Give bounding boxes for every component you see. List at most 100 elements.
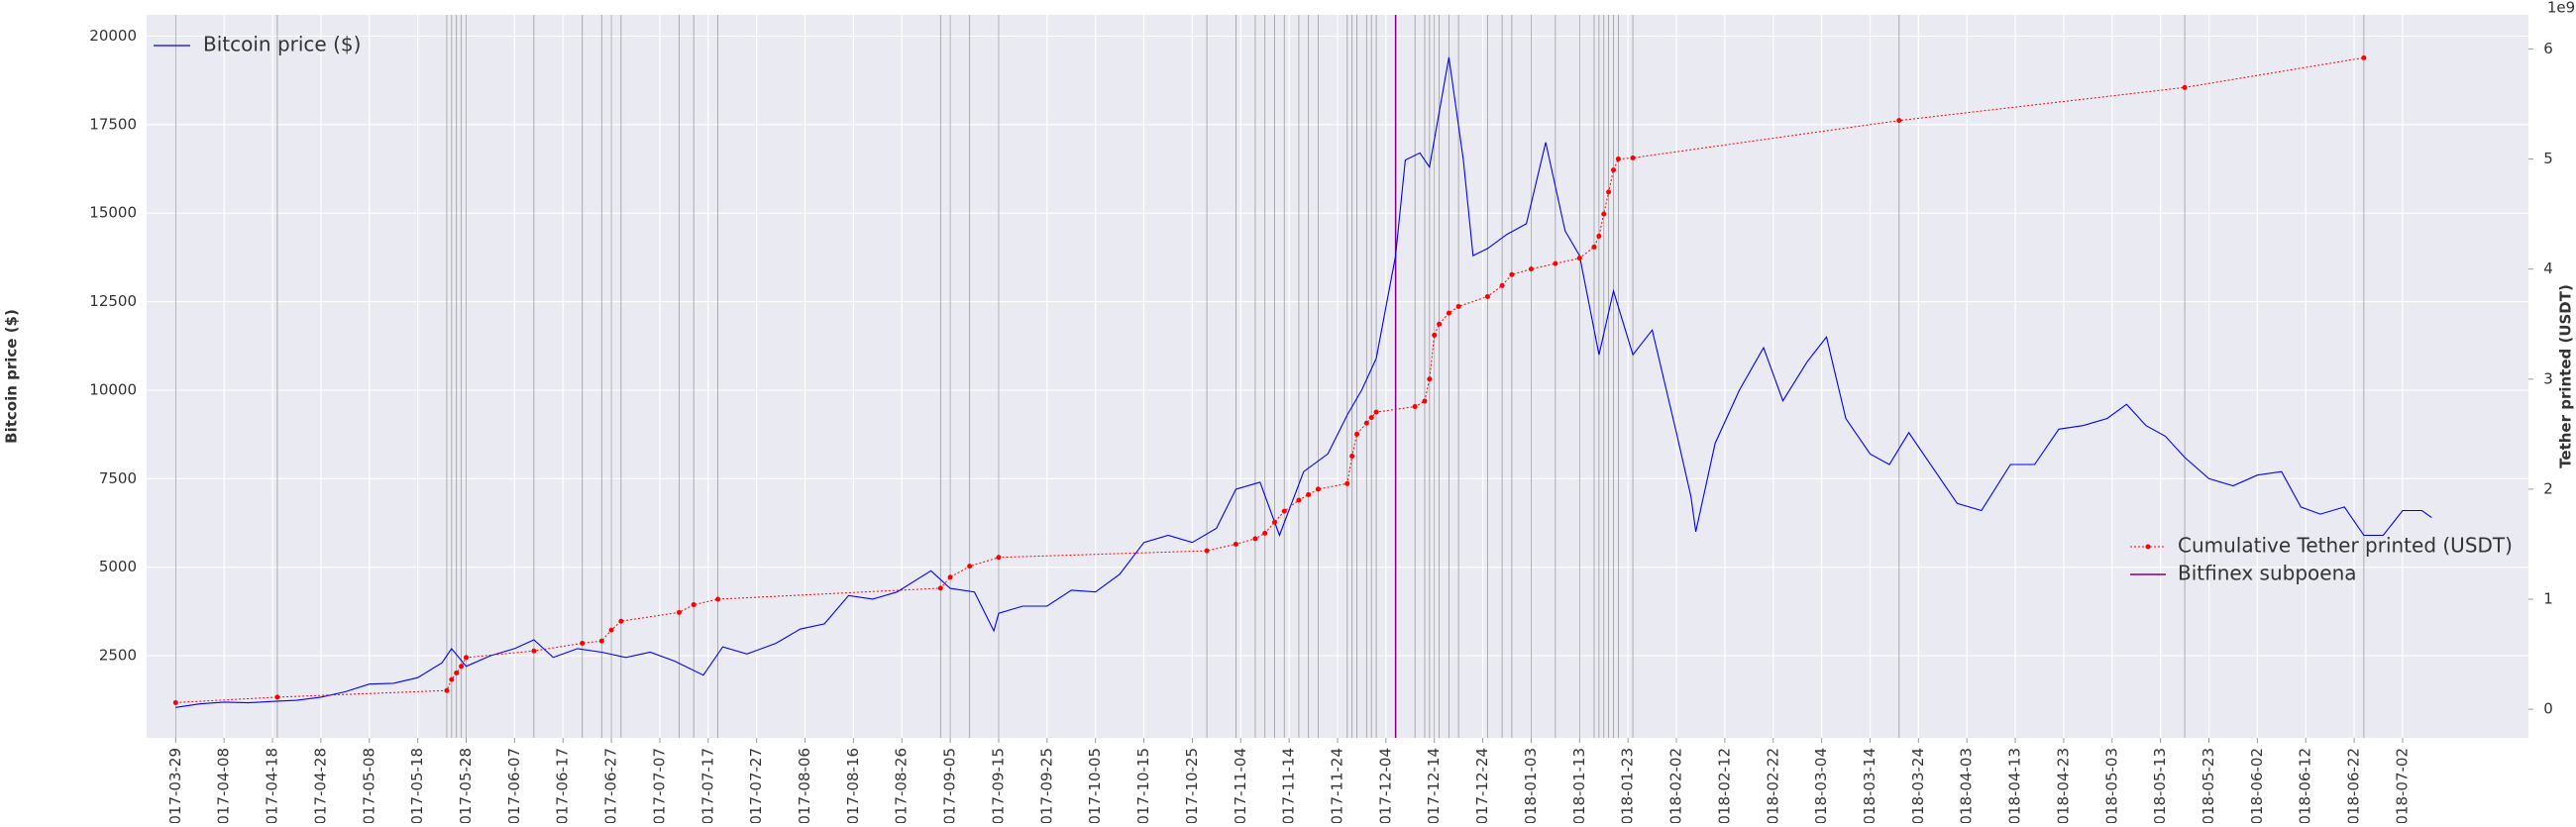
x-tick-label: 2017-12-14 (1425, 748, 1443, 823)
x-tick-label: 2018-05-13 (2151, 748, 2169, 823)
x-tick-label: 2017-08-16 (844, 748, 862, 823)
series-marker (1349, 454, 1355, 460)
series-marker (715, 596, 721, 602)
series-marker (1306, 491, 1312, 497)
series-marker (1412, 404, 1418, 410)
x-tick-label: 2018-02-02 (1667, 748, 1685, 823)
series-marker (1271, 519, 1277, 525)
series-marker (1499, 282, 1505, 288)
y2-tick-label: 6 (2543, 40, 2553, 57)
x-tick-label: 2018-04-23 (2054, 748, 2072, 823)
legend-swatch (2145, 544, 2151, 550)
x-tick-label: 2017-09-05 (941, 748, 959, 823)
x-tick-label: 2017-12-24 (1473, 748, 1491, 823)
x-tick-label: 2018-03-24 (1909, 748, 1927, 823)
x-tick-label: 2018-07-02 (2393, 748, 2411, 823)
y-tick-label: 20000 (89, 27, 137, 45)
series-marker (1528, 266, 1534, 272)
legend-label: Bitfinex subpoena (2178, 562, 2357, 585)
series-marker (1315, 486, 1321, 492)
x-tick-label: 2018-01-13 (1570, 748, 1588, 823)
y2-tick-label: 0 (2543, 700, 2553, 718)
series-marker (1596, 233, 1602, 239)
y2-axis-label: Tether printed (USDT) (2557, 284, 2575, 468)
series-marker (1553, 260, 1558, 266)
series-marker (274, 694, 280, 700)
x-tick-label: 2017-03-29 (166, 748, 184, 823)
series-marker (947, 574, 953, 580)
x-tick-label: 2017-04-08 (215, 748, 233, 823)
series-marker (1446, 310, 1451, 316)
y-tick-label: 17500 (89, 115, 137, 133)
series-marker (1455, 303, 1461, 309)
series-marker (1373, 409, 1379, 415)
y-tick-label: 5000 (99, 558, 137, 575)
x-tick-label: 2017-11-04 (1232, 748, 1249, 823)
x-tick-label: 2018-01-23 (1619, 748, 1637, 823)
x-tick-label: 2017-10-25 (1183, 748, 1201, 823)
x-tick-label: 2018-03-04 (1812, 748, 1830, 823)
series-marker (967, 564, 973, 569)
x-tick-label: 2017-07-07 (650, 748, 668, 823)
y-axis-label: Bitcoin price ($) (3, 309, 21, 444)
y-tick-label: 12500 (89, 292, 137, 310)
x-tick-label: 2017-06-27 (602, 748, 620, 823)
y2-offset-label: 1e9 (2547, 0, 2575, 17)
x-tick-label: 2018-06-22 (2345, 748, 2363, 823)
series-marker (1204, 548, 1210, 554)
y-tick-label: 7500 (99, 469, 137, 487)
series-marker (531, 648, 537, 654)
x-tick-label: 2017-04-18 (264, 748, 281, 823)
series-marker (2361, 54, 2367, 60)
series-marker (1484, 293, 1490, 299)
series-marker (996, 555, 1002, 561)
series-marker (459, 664, 465, 670)
x-tick-label: 2017-05-28 (457, 748, 475, 823)
y-tick-label: 2500 (99, 647, 137, 665)
series-marker (449, 676, 455, 682)
y2-tick-label: 3 (2543, 369, 2553, 387)
y2-tick-label: 4 (2543, 259, 2553, 277)
x-tick-label: 2017-07-27 (747, 748, 765, 823)
series-marker (172, 699, 178, 705)
series-marker (580, 640, 586, 646)
x-tick-label: 2017-09-25 (1037, 748, 1055, 823)
series-marker (1576, 256, 1582, 261)
legend: Bitcoin price ($) (154, 33, 361, 56)
series-marker (1354, 431, 1360, 437)
x-tick-label: 2018-06-12 (2297, 748, 2314, 823)
x-tick-label: 2017-10-05 (1086, 748, 1104, 823)
series-marker (691, 602, 697, 608)
series-marker (1262, 530, 1268, 536)
series-marker (454, 670, 460, 675)
series-marker (1437, 321, 1443, 327)
x-tick-label: 2017-05-18 (408, 748, 426, 823)
x-tick-label: 2018-03-14 (1861, 748, 1878, 823)
x-tick-label: 2017-05-08 (360, 748, 377, 823)
x-tick-label: 2018-02-22 (1764, 748, 1781, 823)
series-marker (1615, 156, 1621, 162)
y2-tick-label: 2 (2543, 479, 2553, 497)
x-tick-label: 2017-11-24 (1329, 748, 1346, 823)
x-tick-label: 2017-08-06 (796, 748, 813, 823)
x-tick-label: 2017-11-14 (1280, 748, 1298, 823)
y-tick-label: 10000 (89, 380, 137, 398)
legend-label: Cumulative Tether printed (USDT) (2178, 534, 2513, 558)
series-marker (937, 585, 943, 591)
x-tick-label: 2017-06-17 (554, 748, 572, 823)
series-marker (1368, 415, 1374, 421)
series-marker (1363, 420, 1369, 426)
series-marker (1611, 167, 1617, 173)
x-tick-label: 2017-08-26 (893, 748, 911, 823)
series-marker (463, 655, 469, 661)
x-tick-label: 2017-06-07 (505, 748, 523, 823)
x-tick-label: 2018-04-03 (1958, 748, 1976, 823)
x-tick-label: 2018-06-02 (2248, 748, 2266, 823)
series-marker (1252, 536, 1258, 542)
series-marker (1509, 271, 1515, 277)
x-tick-label: 2017-10-15 (1134, 748, 1152, 823)
series-marker (598, 638, 604, 644)
x-tick-label: 2018-04-13 (2006, 748, 2024, 823)
series-marker (1296, 497, 1302, 503)
